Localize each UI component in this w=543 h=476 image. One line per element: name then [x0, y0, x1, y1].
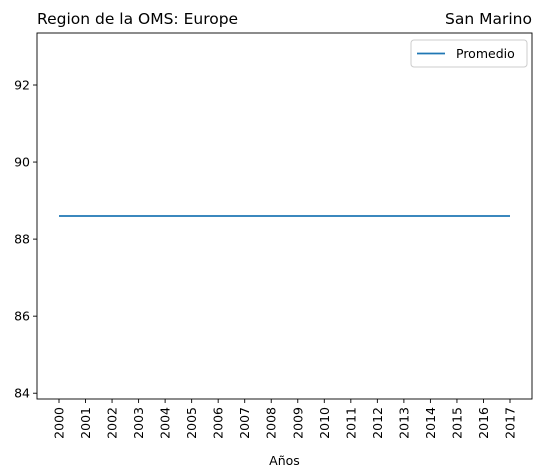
x-tick-label: 2009: [290, 407, 305, 439]
x-tick-label: 2011: [343, 407, 358, 439]
chart-title-left: Region de la OMS: Europe: [37, 10, 238, 28]
y-axis: 84 86 88 90 92: [14, 78, 37, 401]
x-tick-label: 2004: [158, 407, 173, 439]
x-tick-label: 2014: [423, 407, 438, 439]
plot-area-frame: [36, 32, 533, 400]
x-tick-label: 2015: [449, 407, 464, 439]
legend-box: [410, 39, 528, 68]
x-tick-label: 2007: [237, 407, 252, 439]
y-tick-label: 86: [14, 309, 30, 324]
x-tick-label: 2010: [317, 407, 332, 439]
y-tick-label: 90: [14, 155, 30, 170]
legend: Promedio: [410, 39, 528, 68]
x-tick-label: 2003: [131, 407, 146, 439]
x-tick-label: 2008: [264, 407, 279, 439]
chart-title-right: San Marino: [445, 10, 532, 28]
x-tick-label: 2001: [78, 407, 93, 439]
x-tick-label: 2002: [105, 407, 120, 439]
x-tick-label: 2006: [211, 407, 226, 439]
x-axis: 2000 2001 2002 2003 2004 2005 2006 2007 2008 2009…: [52, 399, 518, 439]
x-tick-label: 2017: [503, 407, 518, 439]
legend-label-promedio: Promedio: [456, 46, 515, 61]
x-tick-label: 2000: [52, 407, 67, 439]
x-tick-label: 2013: [396, 407, 411, 439]
x-tick-label: 2012: [370, 407, 385, 439]
x-tick-label: 2016: [476, 407, 491, 439]
y-tick-label: 88: [14, 232, 30, 247]
x-tick-label: 2005: [184, 407, 199, 439]
y-tick-label: 92: [14, 78, 30, 93]
y-tick-label: 84: [14, 386, 30, 401]
x-axis-label: Años: [269, 453, 300, 468]
